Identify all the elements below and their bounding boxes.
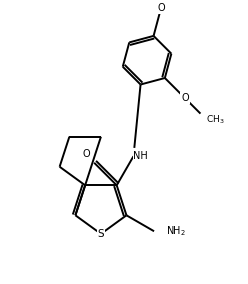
Text: O: O: [157, 3, 165, 13]
Text: NH$_2$: NH$_2$: [166, 224, 186, 238]
Text: O: O: [82, 149, 90, 159]
Text: CH$_3$: CH$_3$: [206, 113, 225, 126]
Text: NH: NH: [133, 151, 148, 161]
Text: S: S: [98, 229, 104, 239]
Text: O: O: [181, 93, 189, 103]
